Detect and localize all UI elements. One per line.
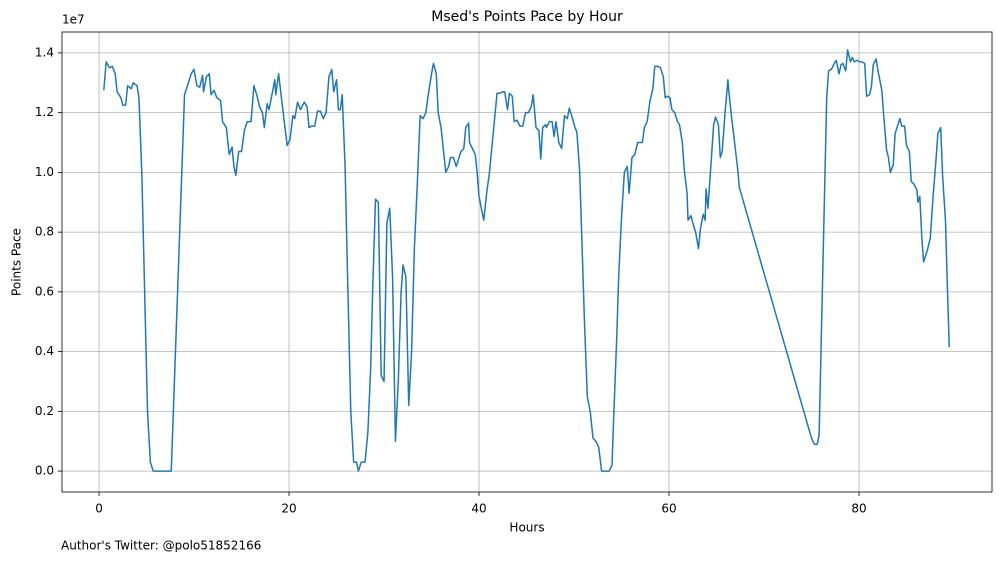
y-tick-label: 1.0 bbox=[35, 165, 54, 179]
y-tick-label: 1.2 bbox=[35, 105, 54, 119]
chart-title: Msed's Points Pace by Hour bbox=[431, 9, 623, 25]
x-tick-label: 60 bbox=[661, 502, 676, 516]
footnote: Author's Twitter: @polo51852166 bbox=[61, 539, 261, 553]
y-axis-label: Points Pace bbox=[10, 228, 24, 296]
y-tick-label: 0.2 bbox=[35, 404, 54, 418]
x-tick-label: 0 bbox=[95, 502, 103, 516]
y-tick-label: 0.0 bbox=[35, 464, 54, 478]
y-tick-label: 1.4 bbox=[35, 45, 54, 59]
x-tick-label: 40 bbox=[471, 502, 486, 516]
y-tick-label: 0.4 bbox=[35, 344, 54, 358]
offset-label: 1e7 bbox=[62, 13, 85, 27]
y-tick-label: 0.6 bbox=[35, 284, 54, 298]
data-line bbox=[103, 49, 950, 472]
x-tick-label: 80 bbox=[851, 502, 866, 516]
plot-frame bbox=[61, 31, 993, 493]
x-tick-label: 20 bbox=[281, 502, 296, 516]
x-axis-label: Hours bbox=[509, 521, 544, 535]
y-tick-label: 0.8 bbox=[35, 225, 54, 239]
